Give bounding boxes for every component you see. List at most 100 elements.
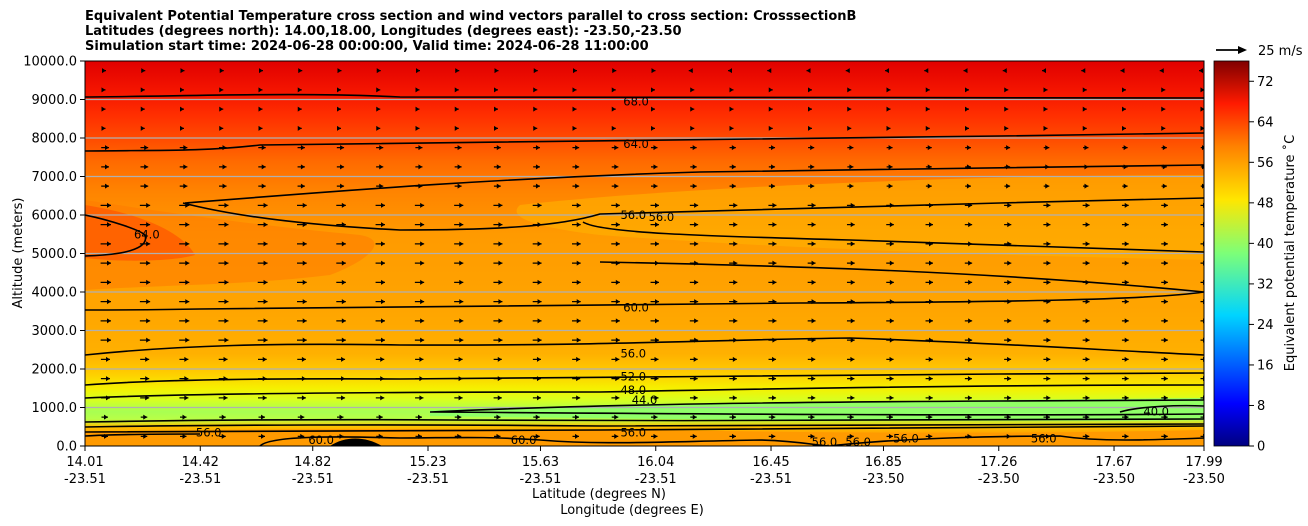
wind-arrow bbox=[102, 68, 106, 74]
wind-arrow bbox=[297, 222, 307, 228]
wind-arrow bbox=[886, 202, 894, 208]
wind-arrow bbox=[1004, 395, 1012, 401]
wind-arrow bbox=[454, 183, 462, 189]
wind-arrow bbox=[1004, 337, 1012, 343]
wind-arrow bbox=[768, 106, 773, 112]
wind-arrow bbox=[1043, 376, 1051, 382]
wind-arrow bbox=[611, 125, 616, 131]
wind-arrow bbox=[965, 164, 971, 170]
wind-arrow bbox=[690, 183, 697, 189]
wind-arrow bbox=[532, 279, 542, 285]
wind-arrow bbox=[572, 125, 577, 131]
wind-arrow bbox=[101, 145, 109, 151]
wind-arrow bbox=[376, 106, 381, 112]
wind-arrow bbox=[1043, 414, 1050, 420]
wind-arrow bbox=[847, 395, 855, 401]
wind-arrow bbox=[257, 241, 268, 247]
wind-arrow bbox=[651, 433, 658, 439]
wind-arrow bbox=[140, 356, 150, 362]
wind-arrow bbox=[297, 87, 302, 93]
wind-arrow bbox=[650, 222, 659, 228]
wind-arrow bbox=[415, 164, 423, 170]
wind-arrow bbox=[690, 145, 697, 151]
x-tick-label-lon: -23.51 bbox=[179, 472, 221, 487]
wind-arrow bbox=[768, 376, 777, 382]
wind-arrow bbox=[807, 318, 816, 324]
wind-arrow bbox=[336, 202, 346, 208]
wind-arrow bbox=[1004, 433, 1011, 439]
wind-vectors bbox=[100, 68, 1204, 439]
contour-40 bbox=[1119, 404, 1204, 413]
wind-arrow bbox=[1161, 279, 1168, 285]
wind-arrow bbox=[336, 356, 346, 362]
wind-arrow bbox=[611, 164, 619, 170]
wind-arrow bbox=[689, 279, 699, 285]
wind-arrow bbox=[1043, 164, 1050, 170]
wind-arrow bbox=[297, 299, 307, 305]
warm-core bbox=[85, 205, 195, 261]
wind-arrow bbox=[1082, 87, 1087, 93]
wind-arrow bbox=[141, 68, 146, 74]
wind-arrow bbox=[297, 337, 307, 343]
wind-arrow bbox=[218, 279, 229, 285]
wind-arrow bbox=[1043, 395, 1051, 401]
cool-anomaly bbox=[516, 175, 1204, 260]
wind-arrow bbox=[571, 202, 581, 208]
wind-arrow bbox=[219, 87, 224, 93]
wind-arrow bbox=[690, 414, 697, 420]
wind-arrow bbox=[1082, 395, 1090, 401]
wind-arrow bbox=[180, 68, 185, 74]
wind-arrow bbox=[1043, 356, 1051, 362]
wind-arrow bbox=[846, 241, 855, 247]
wind-arrow bbox=[1004, 202, 1012, 208]
wind-arrow bbox=[689, 260, 699, 266]
wind-arrow bbox=[179, 279, 190, 285]
wind-arrow bbox=[1043, 183, 1050, 189]
wind-arrow bbox=[847, 376, 855, 382]
wind-arrow bbox=[336, 164, 345, 170]
wind-arrow bbox=[1121, 395, 1129, 401]
wind-arrow bbox=[964, 241, 973, 247]
wind-arrow bbox=[494, 87, 498, 93]
wind-arrow bbox=[336, 183, 345, 189]
wind-arrow bbox=[690, 125, 695, 131]
wind-arrow bbox=[180, 433, 187, 439]
wind-arrow bbox=[650, 356, 659, 362]
colorbar-frame bbox=[1213, 60, 1250, 447]
wind-arrow bbox=[807, 241, 816, 247]
wind-arrow bbox=[729, 433, 736, 439]
wind-arrow bbox=[454, 318, 464, 324]
contour-near-surface-2 bbox=[85, 423, 1204, 428]
wind-arrow bbox=[964, 222, 973, 228]
wind-arrow bbox=[179, 395, 189, 401]
wind-arrow bbox=[846, 279, 855, 285]
wind-arrow bbox=[886, 106, 891, 112]
wind-arrow bbox=[808, 145, 815, 151]
wind-arrow bbox=[768, 202, 777, 208]
wind-arrow bbox=[1161, 87, 1166, 93]
y-tick-label: 8000.0 bbox=[32, 132, 78, 147]
contour-label-text: 56.0 bbox=[812, 435, 838, 449]
wind-arrow bbox=[964, 318, 973, 324]
wind-arrow bbox=[415, 183, 423, 189]
wind-arrow bbox=[100, 395, 110, 401]
wind-arrow bbox=[1082, 337, 1090, 343]
wind-arrow bbox=[179, 145, 188, 151]
wind-arrow bbox=[533, 106, 538, 112]
wind-arrow bbox=[218, 260, 229, 266]
wind-arrow bbox=[257, 337, 268, 343]
contour-label: 60.0 bbox=[511, 433, 537, 446]
wind-arrow bbox=[768, 318, 777, 324]
warm-anomaly bbox=[85, 200, 375, 290]
contour-label-text: 56.0 bbox=[620, 208, 646, 222]
wind-arrow bbox=[964, 356, 972, 362]
wind-arrow bbox=[258, 183, 266, 189]
wind-arrow bbox=[140, 125, 145, 131]
wind-arrow bbox=[689, 337, 699, 343]
wind-arrow bbox=[1122, 145, 1128, 151]
wind-arrow bbox=[101, 414, 108, 420]
contour-64 bbox=[85, 132, 1204, 152]
wind-arrow bbox=[1122, 433, 1129, 439]
wind-arrow bbox=[415, 376, 424, 382]
wind-arrow bbox=[533, 145, 540, 151]
